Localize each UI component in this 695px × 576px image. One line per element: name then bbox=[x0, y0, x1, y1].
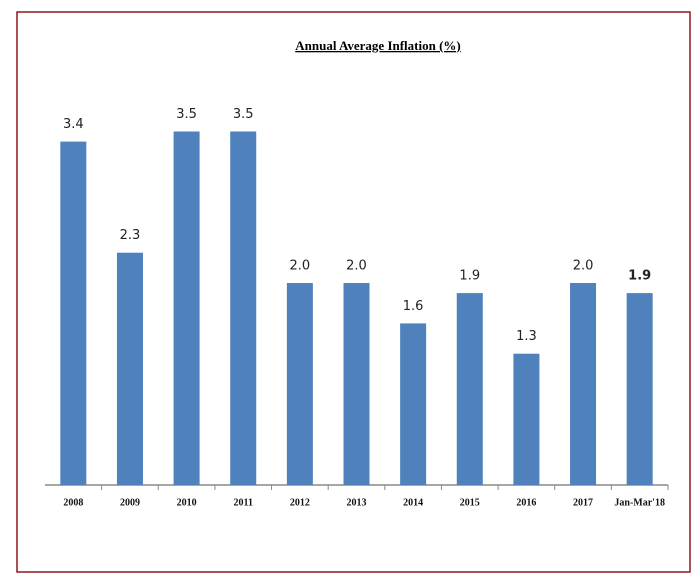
x-tick-label: 2011 bbox=[234, 497, 253, 508]
value-label: 2.0 bbox=[290, 259, 311, 274]
value-label: 3.5 bbox=[233, 107, 254, 122]
value-label: 2.0 bbox=[573, 259, 594, 274]
bar bbox=[173, 131, 200, 485]
bar bbox=[286, 283, 313, 485]
value-label: 3.4 bbox=[63, 117, 84, 132]
value-label: 1.6 bbox=[403, 299, 424, 314]
bar bbox=[570, 283, 597, 485]
bar bbox=[343, 283, 370, 485]
value-label: 1.3 bbox=[516, 329, 537, 344]
bar bbox=[230, 131, 257, 485]
x-tick-label: 2010 bbox=[177, 497, 197, 508]
x-tick-label: 2015 bbox=[460, 497, 480, 508]
x-tick-label: 2016 bbox=[516, 497, 536, 508]
value-label: 2.3 bbox=[120, 228, 141, 243]
x-tick-label: 2013 bbox=[347, 497, 367, 508]
bar bbox=[626, 293, 653, 485]
bar bbox=[116, 252, 143, 485]
bar bbox=[60, 141, 87, 485]
value-label: 2.0 bbox=[346, 259, 367, 274]
x-tick-label: 2008 bbox=[63, 497, 83, 508]
x-tick-label: 2014 bbox=[403, 497, 423, 508]
bar bbox=[456, 293, 483, 485]
value-label: 1.9 bbox=[459, 269, 480, 284]
x-tick-label: 2009 bbox=[120, 497, 140, 508]
x-tick-label: 2017 bbox=[573, 497, 593, 508]
bar bbox=[513, 353, 540, 485]
x-tick-label: Jan-Mar'18 bbox=[614, 497, 665, 508]
bar bbox=[400, 323, 427, 485]
value-label: 1.9 bbox=[628, 269, 651, 284]
value-label: 3.5 bbox=[176, 107, 197, 122]
x-tick-label: 2012 bbox=[290, 497, 310, 508]
chart-title: Annual Average Inflation (%) bbox=[295, 38, 461, 53]
